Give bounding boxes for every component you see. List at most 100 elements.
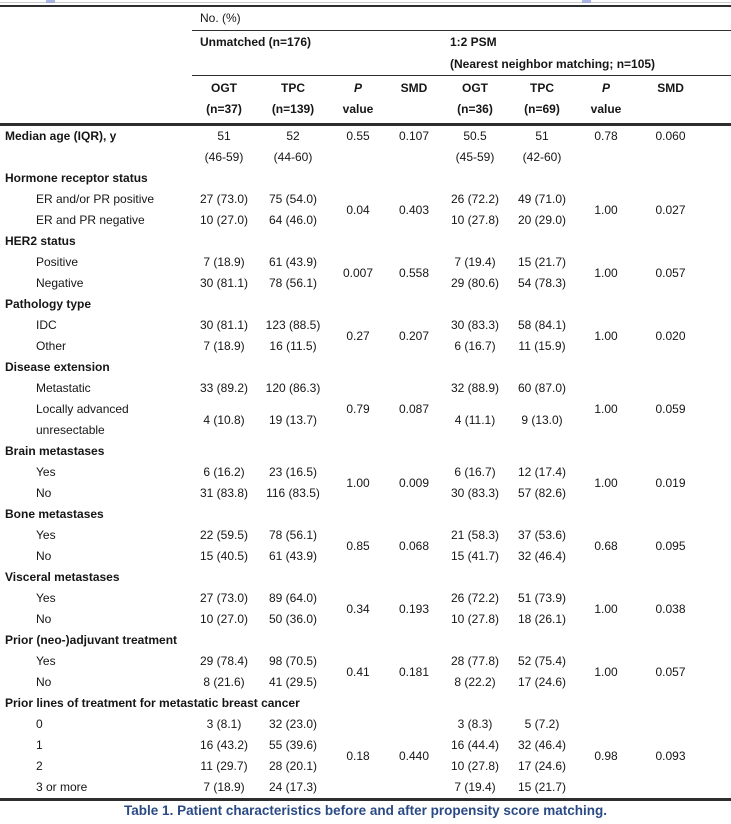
row-label: Positive bbox=[36, 255, 79, 269]
cell-smd-unmatched: 0.558 bbox=[398, 265, 430, 280]
cell-ogt-unmatched: 33 (89.2) bbox=[199, 381, 249, 395]
psm-group-header: 1:2 PSM (Nearest neighbor matching; n=10… bbox=[442, 30, 731, 76]
cell-tpc-unmatched: 16 (11.5) bbox=[269, 339, 317, 353]
section-row: Pathology type bbox=[0, 294, 731, 315]
cell-ogt-psm: 29 (80.6) bbox=[450, 276, 500, 290]
cell-tpc-unmatched: 61 (43.9) bbox=[268, 549, 318, 563]
cell-ogt-unmatched: 6 (16.2) bbox=[203, 465, 245, 479]
cell-tpc-unmatched: 52 (44-60) bbox=[256, 125, 330, 169]
cell-tpc-unmatched: 24 (17.3) bbox=[268, 780, 318, 794]
cell-ogt-psm: 10 (27.8) bbox=[450, 612, 500, 626]
cell-tpc-psm: 9 (13.0) bbox=[521, 412, 563, 427]
cell-p-unmatched: 0.007 bbox=[342, 265, 374, 280]
cell-tpc-unmatched: 64 (46.0) bbox=[268, 213, 318, 227]
cell-ogt-unmatched: 29 (78.4) bbox=[199, 654, 249, 668]
row-label: Metastatic bbox=[36, 381, 91, 395]
cell-smd-unmatched: 0.087 bbox=[398, 402, 430, 416]
col-header-line1: SMD bbox=[657, 81, 684, 95]
cell-smd-psm: 0.020 bbox=[655, 328, 686, 343]
cell-ogt-psm: 6 (16.7) bbox=[454, 465, 496, 479]
iqr-value: (45-59) bbox=[455, 150, 495, 164]
cell-smd-unmatched: 0.193 bbox=[398, 601, 430, 616]
cell-p-psm: 1.00 bbox=[594, 475, 618, 490]
median-value: 52 bbox=[286, 129, 300, 143]
cell-tpc-psm: 32 (46.4) bbox=[517, 738, 567, 752]
cell-ogt-unmatched: 3 (8.1) bbox=[206, 717, 242, 731]
section-label: Pathology type bbox=[5, 297, 92, 311]
cell-smd-unmatched: 0.009 bbox=[398, 475, 430, 490]
cell-smd-psm: 0.059 bbox=[655, 402, 686, 416]
cell-smd-psm: 0.038 bbox=[655, 601, 686, 616]
cell-p-unmatched: 0.41 bbox=[346, 664, 370, 679]
cell-tpc-psm: 37 (53.6) bbox=[517, 528, 567, 542]
iqr-value: (46-59) bbox=[204, 150, 244, 164]
cell-tpc-psm: 20 (29.0) bbox=[517, 213, 567, 227]
col-header-tpc-psm: TPC (n=69) bbox=[508, 75, 576, 126]
cell-p-unmatched: 0.18 bbox=[346, 748, 370, 763]
data-row: Yes 29 (78.4) 98 (70.5) 0.41 0.181 28 (7… bbox=[0, 651, 731, 679]
median-value: 50.5 bbox=[463, 129, 487, 143]
cell-ogt-psm: 26 (72.2) bbox=[450, 591, 500, 605]
cell-smd-psm: 0.095 bbox=[655, 538, 686, 553]
cell-ogt-unmatched: 7 (18.9) bbox=[203, 255, 245, 269]
col-header-line2: (n=69) bbox=[524, 102, 560, 116]
data-row: ER and/or PR positive 27 (73.0) 75 (54.0… bbox=[0, 189, 731, 217]
iqr-value: (44-60) bbox=[273, 150, 313, 164]
data-row: No 31 (83.8) 116 (83.5) 30 (83.3) 57 (82… bbox=[0, 483, 731, 504]
section-label: HER2 status bbox=[5, 234, 76, 248]
data-row: IDC 30 (81.1) 123 (88.5) 0.27 0.207 30 (… bbox=[0, 315, 731, 343]
cell-ogt-unmatched: 27 (73.0) bbox=[199, 591, 249, 605]
cell-tpc-unmatched: 55 (39.6) bbox=[268, 738, 318, 752]
cell-smd-psm: 0.093 bbox=[655, 748, 686, 763]
cell-tpc-unmatched: 23 (16.5) bbox=[268, 465, 318, 479]
section-label: Bone metastases bbox=[5, 507, 104, 521]
section-row: Brain metastases bbox=[0, 441, 731, 462]
cell-p-psm: 1.00 bbox=[594, 265, 618, 280]
cropped-text-artifact bbox=[46, 0, 55, 3]
cell-tpc-psm: 54 (78.3) bbox=[517, 276, 567, 290]
cell-tpc-unmatched: 78 (56.1) bbox=[268, 528, 318, 542]
cell-tpc-unmatched: 89 (64.0) bbox=[268, 591, 318, 605]
section-row: Disease extension bbox=[0, 357, 731, 378]
row-label: No bbox=[36, 612, 52, 626]
row-label: 0 bbox=[36, 717, 43, 731]
cell-p-unmatched: 1.00 bbox=[346, 475, 370, 490]
cell-tpc-psm: 32 (46.4) bbox=[517, 549, 567, 563]
cell-smd-unmatched: 0.107 bbox=[398, 129, 430, 143]
row-label: 2 bbox=[36, 759, 43, 773]
stub-cell bbox=[0, 31, 192, 76]
cell-smd-unmatched: 0.403 bbox=[398, 202, 430, 217]
data-row: Metastatic 33 (89.2) 120 (86.3) 0.79 0.0… bbox=[0, 378, 731, 416]
cell-tpc-psm: 12 (17.4) bbox=[517, 465, 567, 479]
data-row: Yes 27 (73.0) 89 (64.0) 0.34 0.193 26 (7… bbox=[0, 588, 731, 616]
cell-ogt-psm: 3 (8.3) bbox=[457, 717, 493, 731]
cell-p-unmatched: 0.27 bbox=[346, 328, 370, 343]
col-header-p-unmatched: P value bbox=[330, 75, 386, 126]
cell-smd-psm: 0.019 bbox=[655, 475, 686, 490]
row-label: IDC bbox=[36, 318, 57, 332]
col-header-line2: (n=36) bbox=[457, 102, 493, 116]
col-header-line1: OGT bbox=[211, 81, 237, 95]
cell-p-psm: 0.98 bbox=[594, 748, 618, 763]
cell-ogt-unmatched: 22 (59.5) bbox=[199, 528, 249, 542]
cell-ogt-psm: 15 (41.7) bbox=[450, 549, 500, 563]
cell-tpc-psm: 58 (84.1) bbox=[517, 318, 567, 332]
data-row: Yes 6 (16.2) 23 (16.5) 1.00 0.009 6 (16.… bbox=[0, 462, 731, 490]
col-header-line1: P bbox=[601, 81, 610, 95]
section-label: Hormone receptor status bbox=[5, 171, 148, 185]
cell-tpc-psm: 51 (73.9) bbox=[517, 591, 567, 605]
col-header-line1: P bbox=[353, 81, 362, 95]
cell-tpc-unmatched: 32 (23.0) bbox=[268, 717, 318, 731]
section-label: Brain metastases bbox=[5, 444, 105, 458]
cell-tpc-unmatched: 61 (43.9) bbox=[268, 255, 318, 269]
col-header-line1: TPC bbox=[281, 81, 305, 95]
cell-ogt-unmatched: 16 (43.2) bbox=[199, 738, 249, 752]
data-row: Other 7 (18.9) 16 (11.5) 6 (16.7) 11 (15… bbox=[0, 336, 731, 357]
cell-ogt-unmatched: 10 (27.0) bbox=[199, 612, 249, 626]
cell-tpc-psm: 49 (71.0) bbox=[517, 192, 567, 206]
row-label: Yes bbox=[36, 528, 56, 542]
cell-ogt-psm: 30 (83.3) bbox=[450, 486, 500, 500]
cell-tpc-unmatched: 116 (83.5) bbox=[266, 486, 320, 500]
data-row: No 10 (27.0) 50 (36.0) 10 (27.8) 18 (26.… bbox=[0, 609, 731, 630]
col-header-ogt-psm: OGT (n=36) bbox=[442, 75, 508, 126]
